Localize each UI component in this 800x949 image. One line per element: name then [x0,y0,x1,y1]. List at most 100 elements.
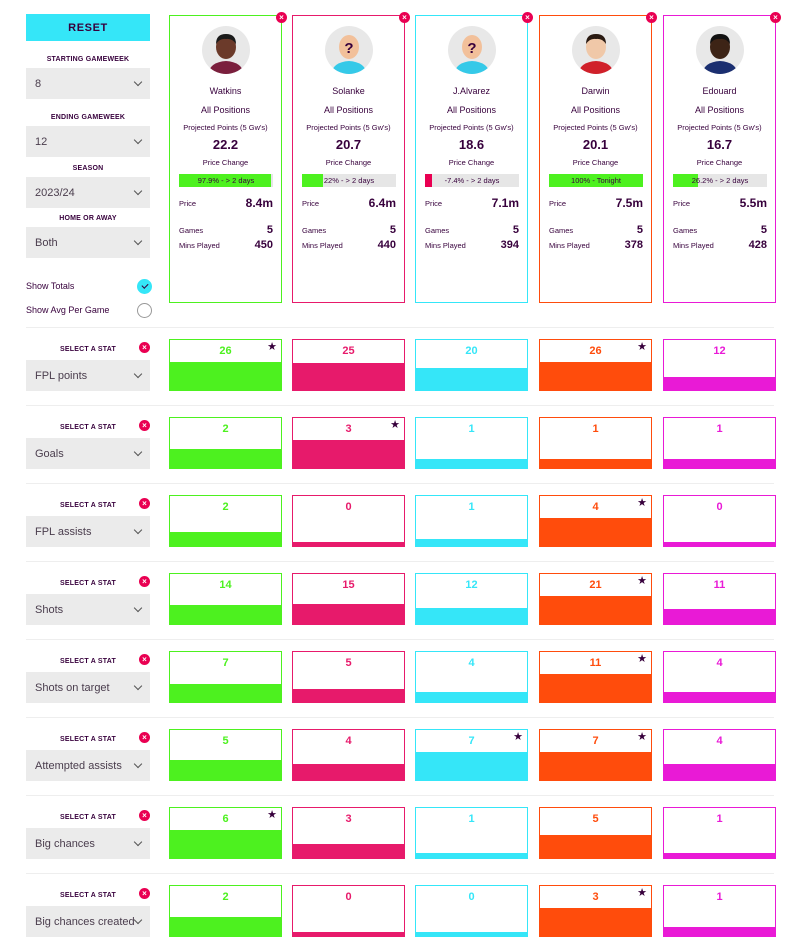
stat-value: 7 [592,735,599,747]
player-card: Darwin All Positions Projected Points (5 G… [539,15,652,303]
games-label: Games [425,225,450,235]
show-avg-option[interactable]: Show Avg Per Game [26,302,152,318]
row-divider [26,873,774,874]
check-icon[interactable] [137,278,152,294]
stat-value: 1 [716,813,723,825]
star-icon: ★ [637,653,647,665]
ending-gameweek-select[interactable]: 12 [26,126,150,157]
price-value: 6.4m [368,196,396,210]
price-label: Price [179,198,197,208]
stat-value: 4 [592,501,599,513]
stat-bar [416,459,527,468]
price-change-bar: 22% - > 2 days [302,174,396,187]
chevron-down-icon [133,186,143,196]
stat-select[interactable]: Shots [26,594,150,625]
close-icon[interactable]: × [646,12,657,23]
stat-select[interactable]: Big chances created [26,906,150,937]
stat-value: 12 [713,345,726,357]
player-name: J.Alvarez [452,86,490,96]
radio-icon[interactable] [137,302,152,318]
select-stat-label: SELECT A STAT [60,502,116,509]
stat-select[interactable]: Shots on target [26,672,150,703]
stat-select[interactable]: FPL assists [26,516,150,547]
stat-cell: 2 [169,885,282,937]
chevron-down-icon [133,681,143,691]
games-value: 5 [636,224,643,236]
stat-bar [664,764,775,780]
reset-button[interactable]: RESET [26,14,150,41]
stat-select[interactable]: Big chances [26,828,150,859]
price-change-fill [673,174,698,187]
stat-cell: 1 [415,495,528,547]
close-icon[interactable]: × [399,12,410,23]
close-icon[interactable]: × [770,12,781,23]
games-row: Games 5 [425,224,519,236]
close-icon[interactable]: × [522,12,533,23]
stat-bar [540,908,651,936]
select-stat-label: SELECT A STAT [60,346,116,353]
price-change-bar: 26.2% - > 2 days [673,174,767,187]
price-change-fill [425,174,432,187]
close-icon[interactable]: × [139,732,150,743]
close-icon[interactable]: × [276,12,287,23]
stat-select-value: Goals [35,447,64,460]
player-position: All Positions [200,105,251,115]
stat-cell: 1 [663,417,776,469]
stat-value: 7 [222,657,229,669]
stat-select-value: Shots on target [35,681,110,694]
stat-select[interactable]: Attempted assists [26,750,150,781]
price-row: Price 8.4m [179,196,273,210]
close-icon[interactable]: × [139,420,150,431]
close-icon[interactable]: × [139,498,150,509]
stat-select-value: Big chances created [35,915,135,928]
close-icon[interactable]: × [139,654,150,665]
close-icon[interactable]: × [139,342,150,353]
stat-value: 4 [345,735,352,747]
close-icon[interactable]: × [139,576,150,587]
stat-cell: 5 [169,729,282,781]
stat-select-value: Big chances [35,837,95,850]
price-change-label: Price Change [572,158,619,167]
starting-gameweek-label: STARTING GAMEWEEK [46,56,130,63]
home-away-select[interactable]: Both [26,227,150,258]
stat-value: 1 [592,423,599,435]
close-icon[interactable]: × [139,888,150,899]
starting-gameweek-select[interactable]: 8 [26,68,150,99]
stat-value: 20 [465,345,478,357]
stat-value: 3 [592,891,599,903]
show-totals-option[interactable]: Show Totals [26,278,152,294]
games-label: Games [673,225,698,235]
stat-value: 1 [716,891,723,903]
stat-value: 2 [222,891,229,903]
stat-bar [170,532,281,546]
season-label: SEASON [72,165,104,172]
stat-value: 26 [589,345,602,357]
stat-bar [293,363,404,390]
projected-points-label: Projected Points (5 Gw's) [429,123,514,132]
stat-select[interactable]: Goals [26,438,150,469]
player-card: ? Solanke All Positions Projected Points (5… [292,15,405,303]
avatar [696,26,744,74]
stat-bar [540,459,651,468]
stat-bar [416,853,527,858]
svg-text:?: ? [467,40,476,57]
stat-value: 15 [342,579,355,591]
stat-value: 1 [468,813,475,825]
stat-cell: 6 ★ [169,807,282,859]
stat-value: 0 [468,891,475,903]
stat-cell: 11 ★ [539,651,652,703]
stat-select-value: FPL points [35,369,88,382]
player-name: Edouard [702,86,737,96]
stat-value: 5 [592,813,599,825]
stat-select[interactable]: FPL points [26,360,150,391]
home-away-value: Both [35,236,58,249]
price-change-fill [179,174,272,187]
season-select[interactable]: 2023/24 [26,177,150,208]
close-icon[interactable]: × [139,810,150,821]
mins-label: Mins Played [549,240,590,250]
price-row: Price 7.5m [549,196,643,210]
stat-cell: 7 ★ [539,729,652,781]
star-icon: ★ [267,341,277,353]
stat-bar [664,459,775,468]
stat-bar [540,835,651,858]
